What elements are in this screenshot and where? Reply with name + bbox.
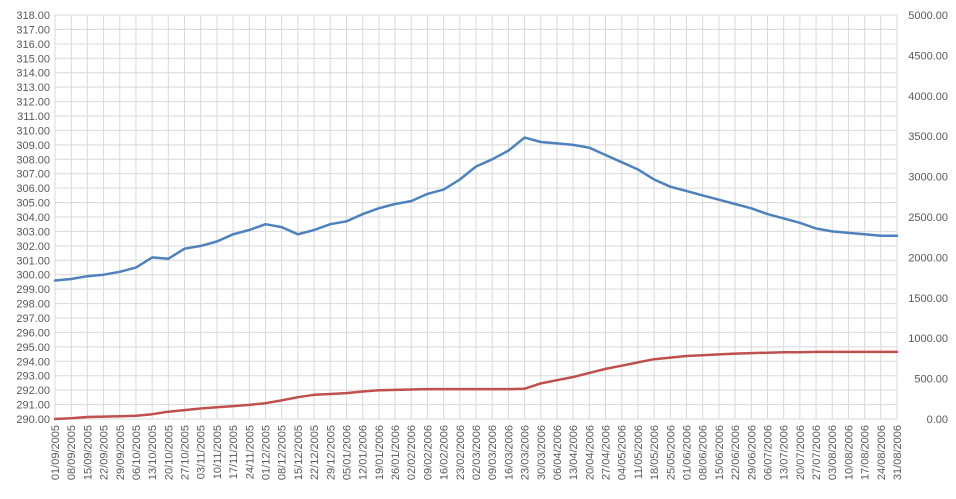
y2-axis-tick-label: 2500.00 <box>908 212 948 224</box>
y2-axis-tick-label: 3500.00 <box>908 131 948 143</box>
y2-axis-tick-label: 2000.00 <box>908 252 948 264</box>
x-axis-tick-label: 15/12/2005 <box>293 425 305 480</box>
x-axis-tick-label: 15/06/2006 <box>714 425 726 480</box>
x-axis-tick-label: 08/06/2006 <box>698 425 710 480</box>
x-axis-tick-label: 01/09/2005 <box>50 425 62 480</box>
x-axis-tick-label: 17/11/2005 <box>228 425 240 479</box>
x-axis-tick-label: 10/11/2005 <box>212 425 224 479</box>
x-axis-tick-label: 18/05/2006 <box>649 425 661 480</box>
x-axis-tick-label: 02/02/2006 <box>406 425 418 480</box>
y-axis-tick-label: 296.00 <box>16 327 50 339</box>
x-axis-tick-label: 24/11/2005 <box>244 425 256 479</box>
x-axis-tick-label: 08/09/2005 <box>66 425 78 480</box>
y-axis-tick-label: 305.00 <box>16 198 50 210</box>
x-axis-tick-label: 09/02/2006 <box>422 425 434 480</box>
x-axis-tick-label: 23/02/2006 <box>455 425 467 480</box>
y-axis-tick-label: 291.00 <box>16 400 50 412</box>
y2-axis-tick-label: 1000.00 <box>908 333 948 345</box>
x-axis-tick-label: 13/07/2006 <box>779 425 791 480</box>
y-axis-tick-label: 309.00 <box>16 140 50 152</box>
y-axis-tick-label: 300.00 <box>16 270 50 282</box>
x-axis-tick-label: 26/01/2006 <box>390 425 402 480</box>
x-axis-tick-label: 13/04/2006 <box>568 425 580 480</box>
x-axis-tick-label: 19/01/2006 <box>374 425 386 480</box>
y-axis-tick-label: 293.00 <box>16 371 50 383</box>
y-axis-tick-label: 314.00 <box>16 68 50 80</box>
x-axis-tick-label: 29/09/2005 <box>115 425 127 480</box>
y2-axis-tick-label: 4000.00 <box>908 91 948 103</box>
x-axis-tick-label: 22/06/2006 <box>730 425 742 480</box>
y-axis-tick-label: 310.00 <box>16 125 50 137</box>
y-axis-tick-label: 308.00 <box>16 154 50 166</box>
x-axis-tick-label: 08/12/2005 <box>277 425 289 480</box>
y-axis-tick-label: 290.00 <box>16 414 50 426</box>
x-axis-tick-label: 03/08/2006 <box>827 425 839 480</box>
x-axis-tick-label: 05/01/2006 <box>341 425 353 480</box>
y2-axis-tick-label: 0.00 <box>927 414 948 426</box>
x-axis-tick-label: 22/09/2005 <box>99 425 111 480</box>
x-axis-tick-label: 22/12/2005 <box>309 425 321 480</box>
x-axis-tick-label: 27/10/2005 <box>180 425 192 480</box>
y-axis-tick-label: 292.00 <box>16 385 50 397</box>
x-axis-tick-label: 23/03/2006 <box>520 425 532 480</box>
y2-axis-tick-label: 3000.00 <box>908 172 948 184</box>
y-axis-tick-label: 299.00 <box>16 284 50 296</box>
x-axis-tick-label: 03/11/2005 <box>196 425 208 479</box>
y-axis-tick-label: 311.00 <box>17 111 50 123</box>
y-axis-tick-label: 316.00 <box>16 39 50 51</box>
x-axis-tick-label: 29/06/2006 <box>746 425 758 480</box>
y2-axis-tick-label: 4500.00 <box>908 50 948 62</box>
y-axis-tick-label: 303.00 <box>16 226 50 238</box>
y-axis-tick-label: 306.00 <box>16 183 50 195</box>
x-axis-tick-label: 24/08/2006 <box>876 425 888 480</box>
x-axis-tick-label: 01/06/2006 <box>682 425 694 480</box>
x-axis-tick-label: 02/03/2006 <box>471 425 483 480</box>
y-axis-tick-label: 302.00 <box>16 241 50 253</box>
x-axis-tick-label: 27/04/2006 <box>601 425 613 480</box>
x-axis-tick-label: 16/03/2006 <box>503 425 515 480</box>
series-line-right-axis <box>53 350 899 421</box>
x-axis-tick-label: 29/12/2005 <box>325 425 337 480</box>
x-axis-tick-label: 20/07/2006 <box>795 425 807 480</box>
x-axis-tick-label: 04/05/2006 <box>617 425 629 480</box>
y-axis-tick-label: 297.00 <box>16 313 50 325</box>
y-axis-tick-label: 315.00 <box>16 53 50 65</box>
x-axis-tick-label: 20/04/2006 <box>584 425 596 480</box>
y-axis-tick-label: 304.00 <box>16 212 50 224</box>
x-axis-tick-label: 12/01/2006 <box>358 425 370 480</box>
x-axis-tick-label: 31/08/2006 <box>892 425 904 480</box>
x-axis-tick-label: 15/09/2005 <box>82 425 94 480</box>
y2-axis-tick-label: 1500.00 <box>908 293 948 305</box>
y-axis-tick-label: 298.00 <box>16 299 50 311</box>
y-axis-tick-label: 295.00 <box>16 342 50 354</box>
y2-axis-tick-label: 5000.00 <box>908 10 948 22</box>
x-axis-tick-label: 06/07/2006 <box>762 425 774 480</box>
y2-axis-tick-label: 500.00 <box>914 374 948 386</box>
y-axis-tick-label: 294.00 <box>16 356 50 368</box>
x-axis-tick-label: 01/12/2005 <box>261 425 273 480</box>
x-axis-tick-label: 10/08/2006 <box>843 425 855 480</box>
series-line-left-axis <box>53 136 899 282</box>
x-axis-tick-label: 25/05/2006 <box>665 425 677 480</box>
x-axis-tick-label: 30/03/2006 <box>536 425 548 480</box>
x-axis-tick-label: 20/10/2005 <box>163 425 175 480</box>
x-axis-tick-label: 11/05/2006 <box>633 425 645 479</box>
x-axis-tick-label: 17/08/2006 <box>860 425 872 480</box>
y-axis-tick-label: 301.00 <box>16 255 50 267</box>
x-axis-tick-label: 16/02/2006 <box>439 425 451 480</box>
y-axis-tick-label: 317.00 <box>16 24 50 36</box>
y-axis-tick-label: 307.00 <box>16 169 50 181</box>
y-axis-tick-label: 313.00 <box>16 82 50 94</box>
x-axis-tick-label: 13/10/2005 <box>147 425 159 480</box>
x-axis-tick-label: 06/04/2006 <box>552 425 564 480</box>
y-axis-tick-label: 312.00 <box>16 97 50 109</box>
x-axis-tick-label: 09/03/2006 <box>487 425 499 480</box>
x-axis-tick-label: 06/10/2005 <box>131 425 143 480</box>
x-axis-tick-label: 27/07/2006 <box>811 425 823 480</box>
y-axis-tick-label: 318.00 <box>16 10 50 22</box>
